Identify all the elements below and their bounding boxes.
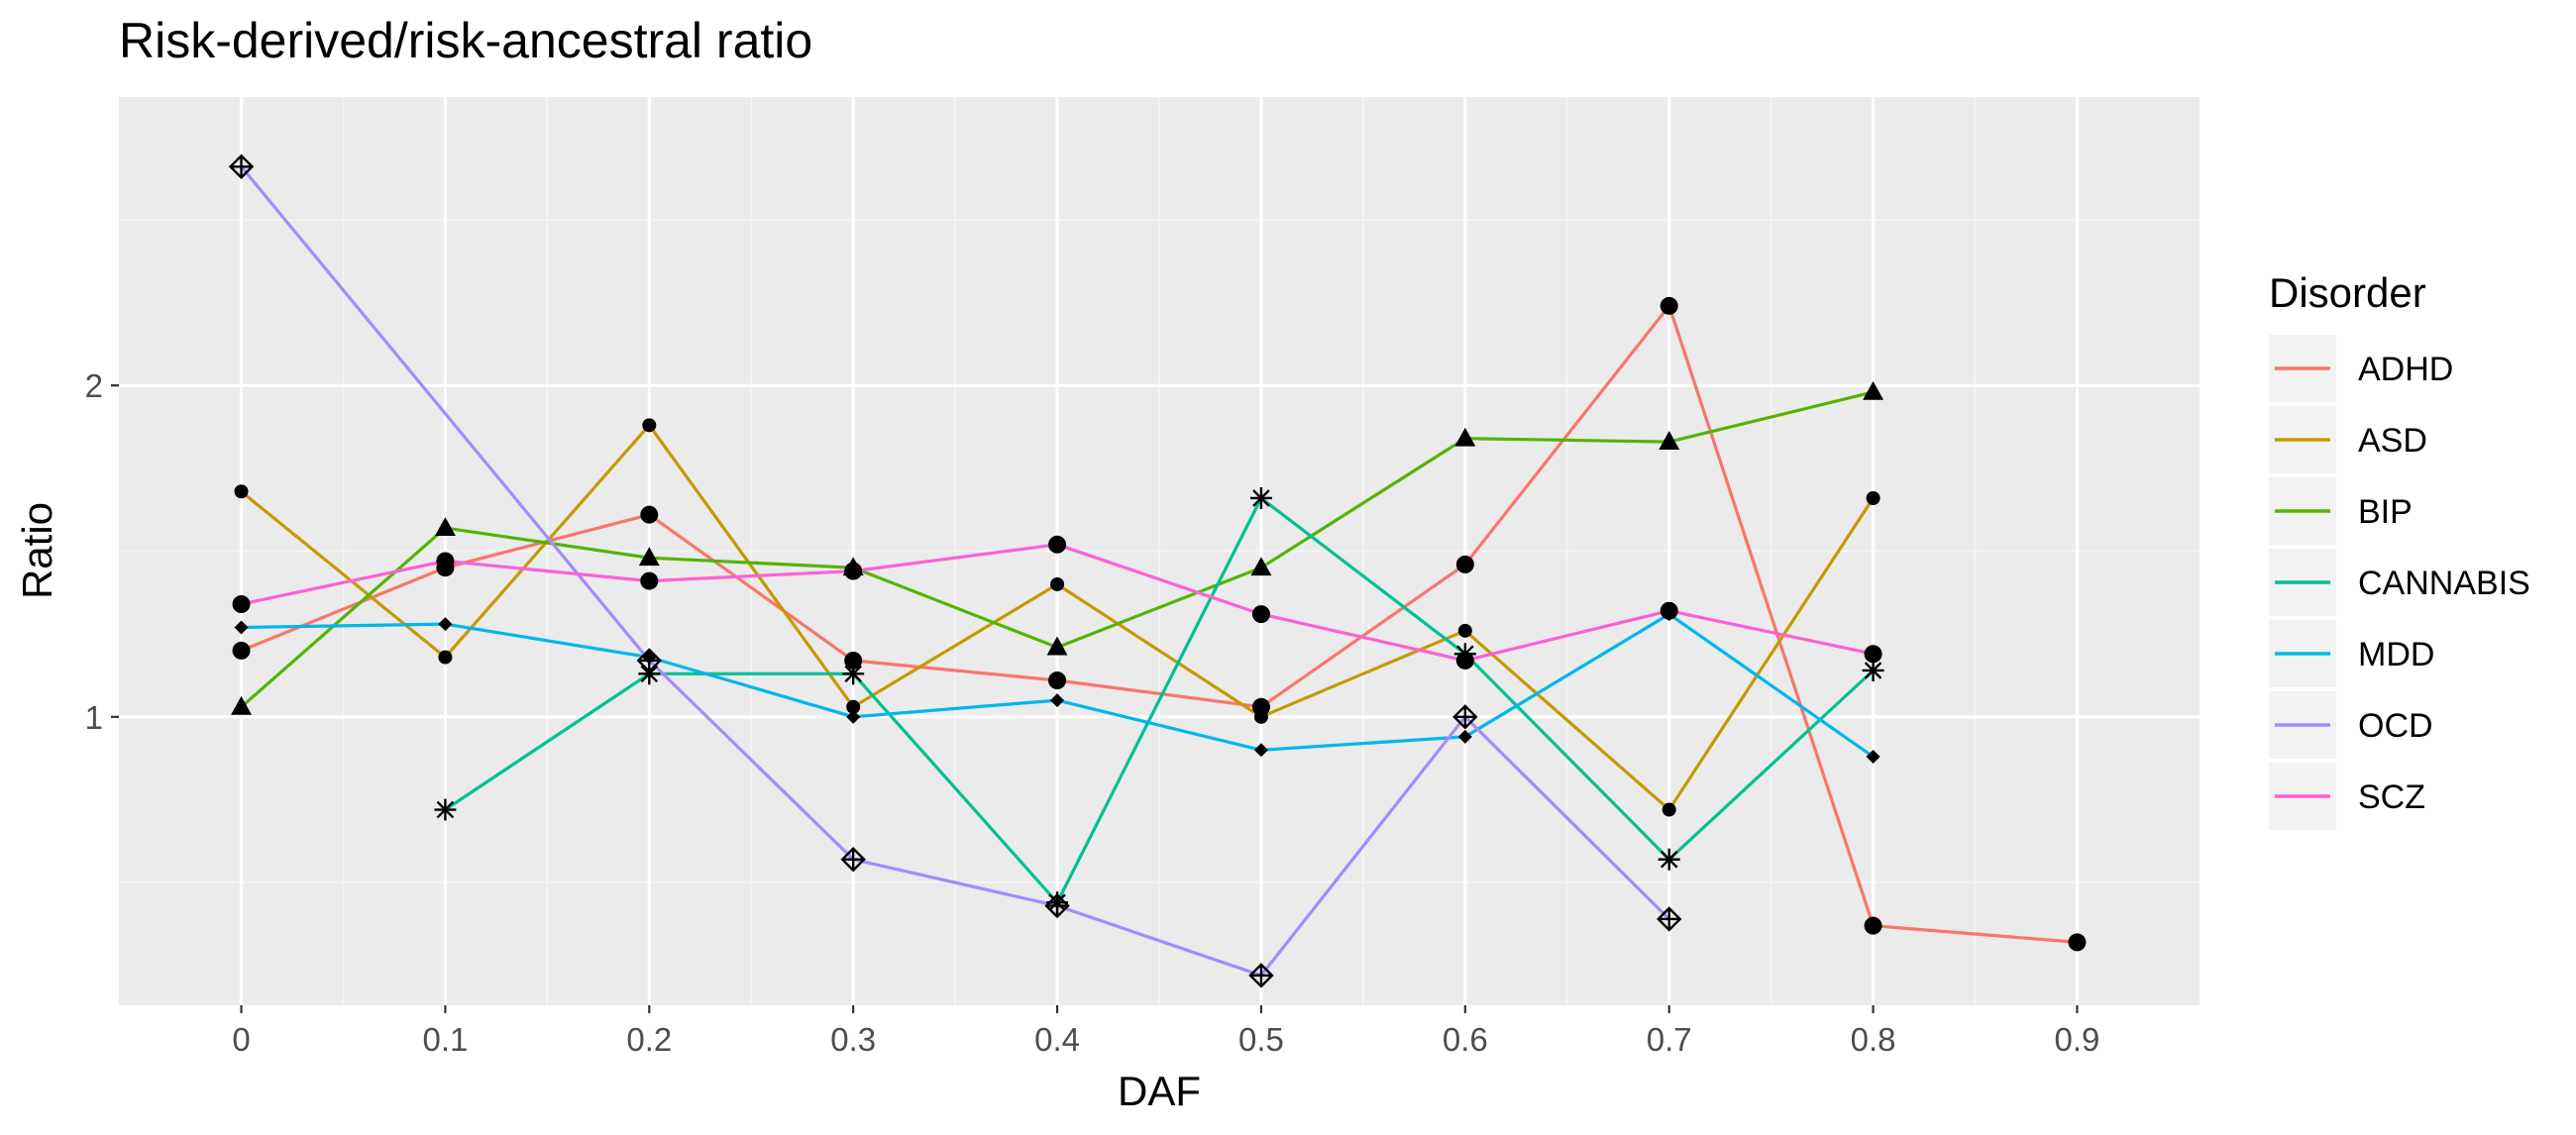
legend-label-asd: ASD <box>2358 422 2427 460</box>
data-point-asd <box>642 418 657 433</box>
data-point-ocd <box>1044 892 1070 919</box>
data-point-bip <box>1046 636 1068 656</box>
x-tick-label: 0.6 <box>1443 1021 1488 1058</box>
data-point-adhd <box>1251 697 1270 716</box>
legend-label-adhd: ADHD <box>2358 351 2453 388</box>
x-tick-label: 0.1 <box>422 1021 468 1058</box>
x-tick-label: 0 <box>232 1021 250 1058</box>
data-point-bip <box>231 695 252 715</box>
data-point-ocd <box>1248 963 1274 988</box>
data-point-ocd <box>1657 906 1682 932</box>
data-point-asd <box>1866 490 1880 505</box>
legend-title: Disorder <box>2269 269 2426 316</box>
legend-label-bip: BIP <box>2358 493 2413 531</box>
data-point-bip <box>1454 427 1476 447</box>
data-point-mdd <box>1866 749 1880 764</box>
data-point-ocd <box>840 847 866 873</box>
data-point-asd <box>438 650 453 665</box>
data-point-scz <box>1455 651 1474 670</box>
data-point-asd <box>1457 623 1472 638</box>
legend-item-mdd: MDD <box>2269 620 2434 687</box>
legend-item-bip: BIP <box>2269 477 2413 545</box>
data-point-asd <box>1662 802 1676 817</box>
data-point-adhd <box>640 505 659 524</box>
data-point-scz <box>1048 535 1067 554</box>
data-point-ocd <box>636 648 662 673</box>
data-point-cannabis <box>842 663 865 685</box>
data-point-adhd <box>2068 933 2087 952</box>
data-point-adhd <box>232 641 251 660</box>
data-point-scz <box>1864 645 1882 664</box>
y-tick-label: 1 <box>85 699 103 736</box>
data-point-adhd <box>844 651 863 670</box>
data-point-cannabis <box>1658 848 1680 871</box>
data-point-bip <box>434 517 456 536</box>
data-point-cannabis <box>1862 659 1884 681</box>
data-point-asd <box>1050 576 1065 591</box>
chart-title: Risk-derived/risk-ancestral ratio <box>119 13 812 68</box>
data-point-cannabis <box>434 798 457 821</box>
data-point-bip <box>638 547 660 567</box>
legend-item-asd: ASD <box>2269 406 2427 473</box>
data-point-bip <box>1863 380 1884 400</box>
data-point-mdd <box>1457 729 1472 744</box>
legend-item-ocd: OCD <box>2269 691 2433 759</box>
data-point-asd <box>846 699 861 714</box>
data-point-scz <box>844 562 863 580</box>
data-point-ocd <box>1452 704 1478 730</box>
data-point-scz <box>640 571 659 590</box>
data-point-cannabis <box>1249 486 1272 509</box>
legend-item-adhd: ADHD <box>2269 335 2453 402</box>
x-tick-label: 0.9 <box>2055 1021 2100 1058</box>
data-point-asd <box>1253 709 1268 724</box>
data-point-mdd <box>234 620 249 635</box>
legend-label-cannabis: CANNABIS <box>2358 565 2530 602</box>
x-tick-label: 0.4 <box>1034 1021 1080 1058</box>
legend-label-scz: SCZ <box>2358 778 2425 816</box>
data-point-asd <box>234 484 249 499</box>
data-point-adhd <box>1864 916 1882 935</box>
data-point-mdd <box>1050 693 1065 708</box>
data-point-scz <box>1660 601 1678 620</box>
data-point-adhd <box>1048 671 1067 690</box>
data-point-mdd <box>438 617 453 632</box>
series-line-cannabis <box>444 496 1875 904</box>
y-axis-title: Ratio <box>14 502 60 599</box>
x-axis-title: DAF <box>1118 1068 1201 1114</box>
axes: 0 0.1 0.2 0.3 0.4 0.5 0.6 0.7 0.8 0.9 1 2 <box>85 367 2100 1058</box>
data-point-bip <box>1250 557 1272 576</box>
legend: Disorder ADHD ASD BIP CANNABIS MDD OCD SCZ <box>2269 269 2530 830</box>
data-points <box>228 154 2087 988</box>
legend-label-mdd: MDD <box>2358 636 2434 673</box>
x-tick-label: 0.8 <box>1851 1021 1896 1058</box>
data-point-scz <box>436 552 455 570</box>
x-tick-label: 0.3 <box>830 1021 876 1058</box>
data-point-mdd <box>846 709 861 724</box>
data-point-bip <box>1659 431 1680 450</box>
legend-label-ocd: OCD <box>2358 707 2433 745</box>
y-tick-label: 2 <box>85 367 103 404</box>
data-point-scz <box>232 595 251 614</box>
legend-item-cannabis: CANNABIS <box>2269 549 2530 616</box>
data-point-adhd <box>1660 296 1678 315</box>
data-point-mdd <box>1253 743 1268 758</box>
legend-item-scz: SCZ <box>2269 763 2425 830</box>
x-tick-label: 0.2 <box>626 1021 672 1058</box>
data-point-ocd <box>228 154 255 179</box>
x-tick-label: 0.7 <box>1647 1021 1692 1058</box>
data-point-scz <box>1251 605 1270 624</box>
data-point-adhd <box>1455 555 1474 573</box>
x-tick-label: 0.5 <box>1238 1021 1284 1058</box>
